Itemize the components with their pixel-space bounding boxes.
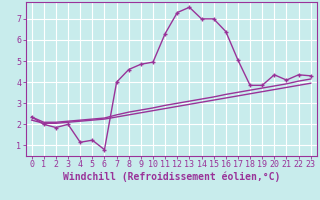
X-axis label: Windchill (Refroidissement éolien,°C): Windchill (Refroidissement éolien,°C)	[62, 172, 280, 182]
